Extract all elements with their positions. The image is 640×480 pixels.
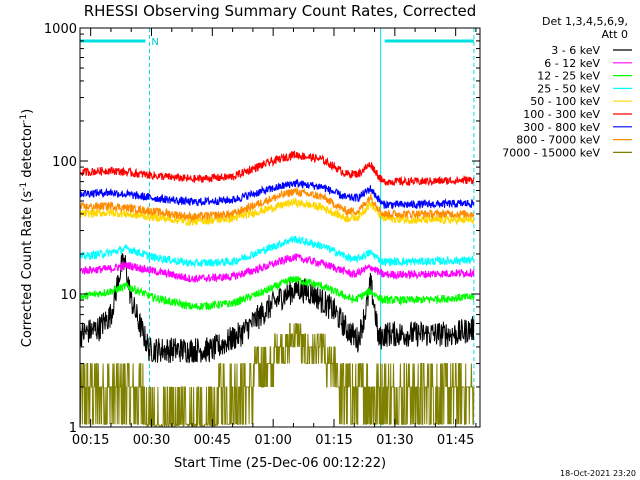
legend-label: 50 - 100 keV bbox=[530, 95, 600, 108]
plot-frame bbox=[79, 27, 481, 428]
x-tick-label: 01:45 bbox=[437, 433, 474, 448]
x-axis-label: Start Time (25-Dec-06 00:12:22) bbox=[174, 456, 386, 471]
series-line bbox=[79, 275, 475, 311]
y-tick-label: 1 bbox=[69, 421, 77, 436]
x-axis: 00:15 00:30 00:45 01:00 01:15 01:30 01:45 bbox=[72, 28, 477, 448]
series-line bbox=[79, 323, 475, 427]
series-line bbox=[79, 186, 475, 223]
series-layer bbox=[79, 150, 475, 427]
legend-label: 6 - 12 keV bbox=[544, 57, 600, 70]
legend-header: Att 0 bbox=[602, 28, 628, 41]
series-line bbox=[79, 252, 475, 364]
x-tick-label: 00:45 bbox=[194, 433, 231, 448]
plot-area: N bbox=[79, 27, 481, 428]
footer-timestamp: 18-Oct-2021 23:20 bbox=[560, 469, 636, 478]
legend-label: 25 - 50 keV bbox=[537, 82, 600, 95]
y-axis-label: Corrected Count Rate (s-1 detector-1) bbox=[19, 109, 35, 347]
legend-label: 12 - 25 keV bbox=[537, 70, 600, 83]
x-tick-label: 01:30 bbox=[376, 433, 413, 448]
flag-label: N bbox=[151, 37, 158, 48]
series-line bbox=[79, 253, 475, 283]
series-line bbox=[79, 150, 475, 187]
chart-title: RHESSI Observing Summary Count Rates, Co… bbox=[84, 2, 477, 20]
x-tick-label: 00:30 bbox=[133, 433, 170, 448]
legend-label: 100 - 300 keV bbox=[523, 108, 600, 121]
x-tick-label: 01:00 bbox=[254, 433, 291, 448]
y-tick-label: 1000 bbox=[44, 22, 77, 37]
x-tick-label: 00:15 bbox=[72, 433, 109, 448]
series-line bbox=[79, 196, 475, 227]
legend-label: 7000 - 15000 keV bbox=[502, 146, 600, 159]
x-tick-label: 01:15 bbox=[315, 433, 352, 448]
legend-header: Det 1,3,4,5,6,9, bbox=[542, 15, 628, 28]
series-line bbox=[79, 235, 475, 269]
series-line bbox=[79, 178, 475, 210]
legend-label: 300 - 800 keV bbox=[523, 121, 600, 134]
y-tick-label: 10 bbox=[60, 288, 77, 303]
legend-label: 3 - 6 keV bbox=[551, 44, 600, 57]
legend-label: 800 - 7000 keV bbox=[516, 134, 600, 147]
y-axis: 1 10 100 1000 bbox=[44, 22, 480, 436]
y-tick-label: 100 bbox=[52, 155, 77, 170]
